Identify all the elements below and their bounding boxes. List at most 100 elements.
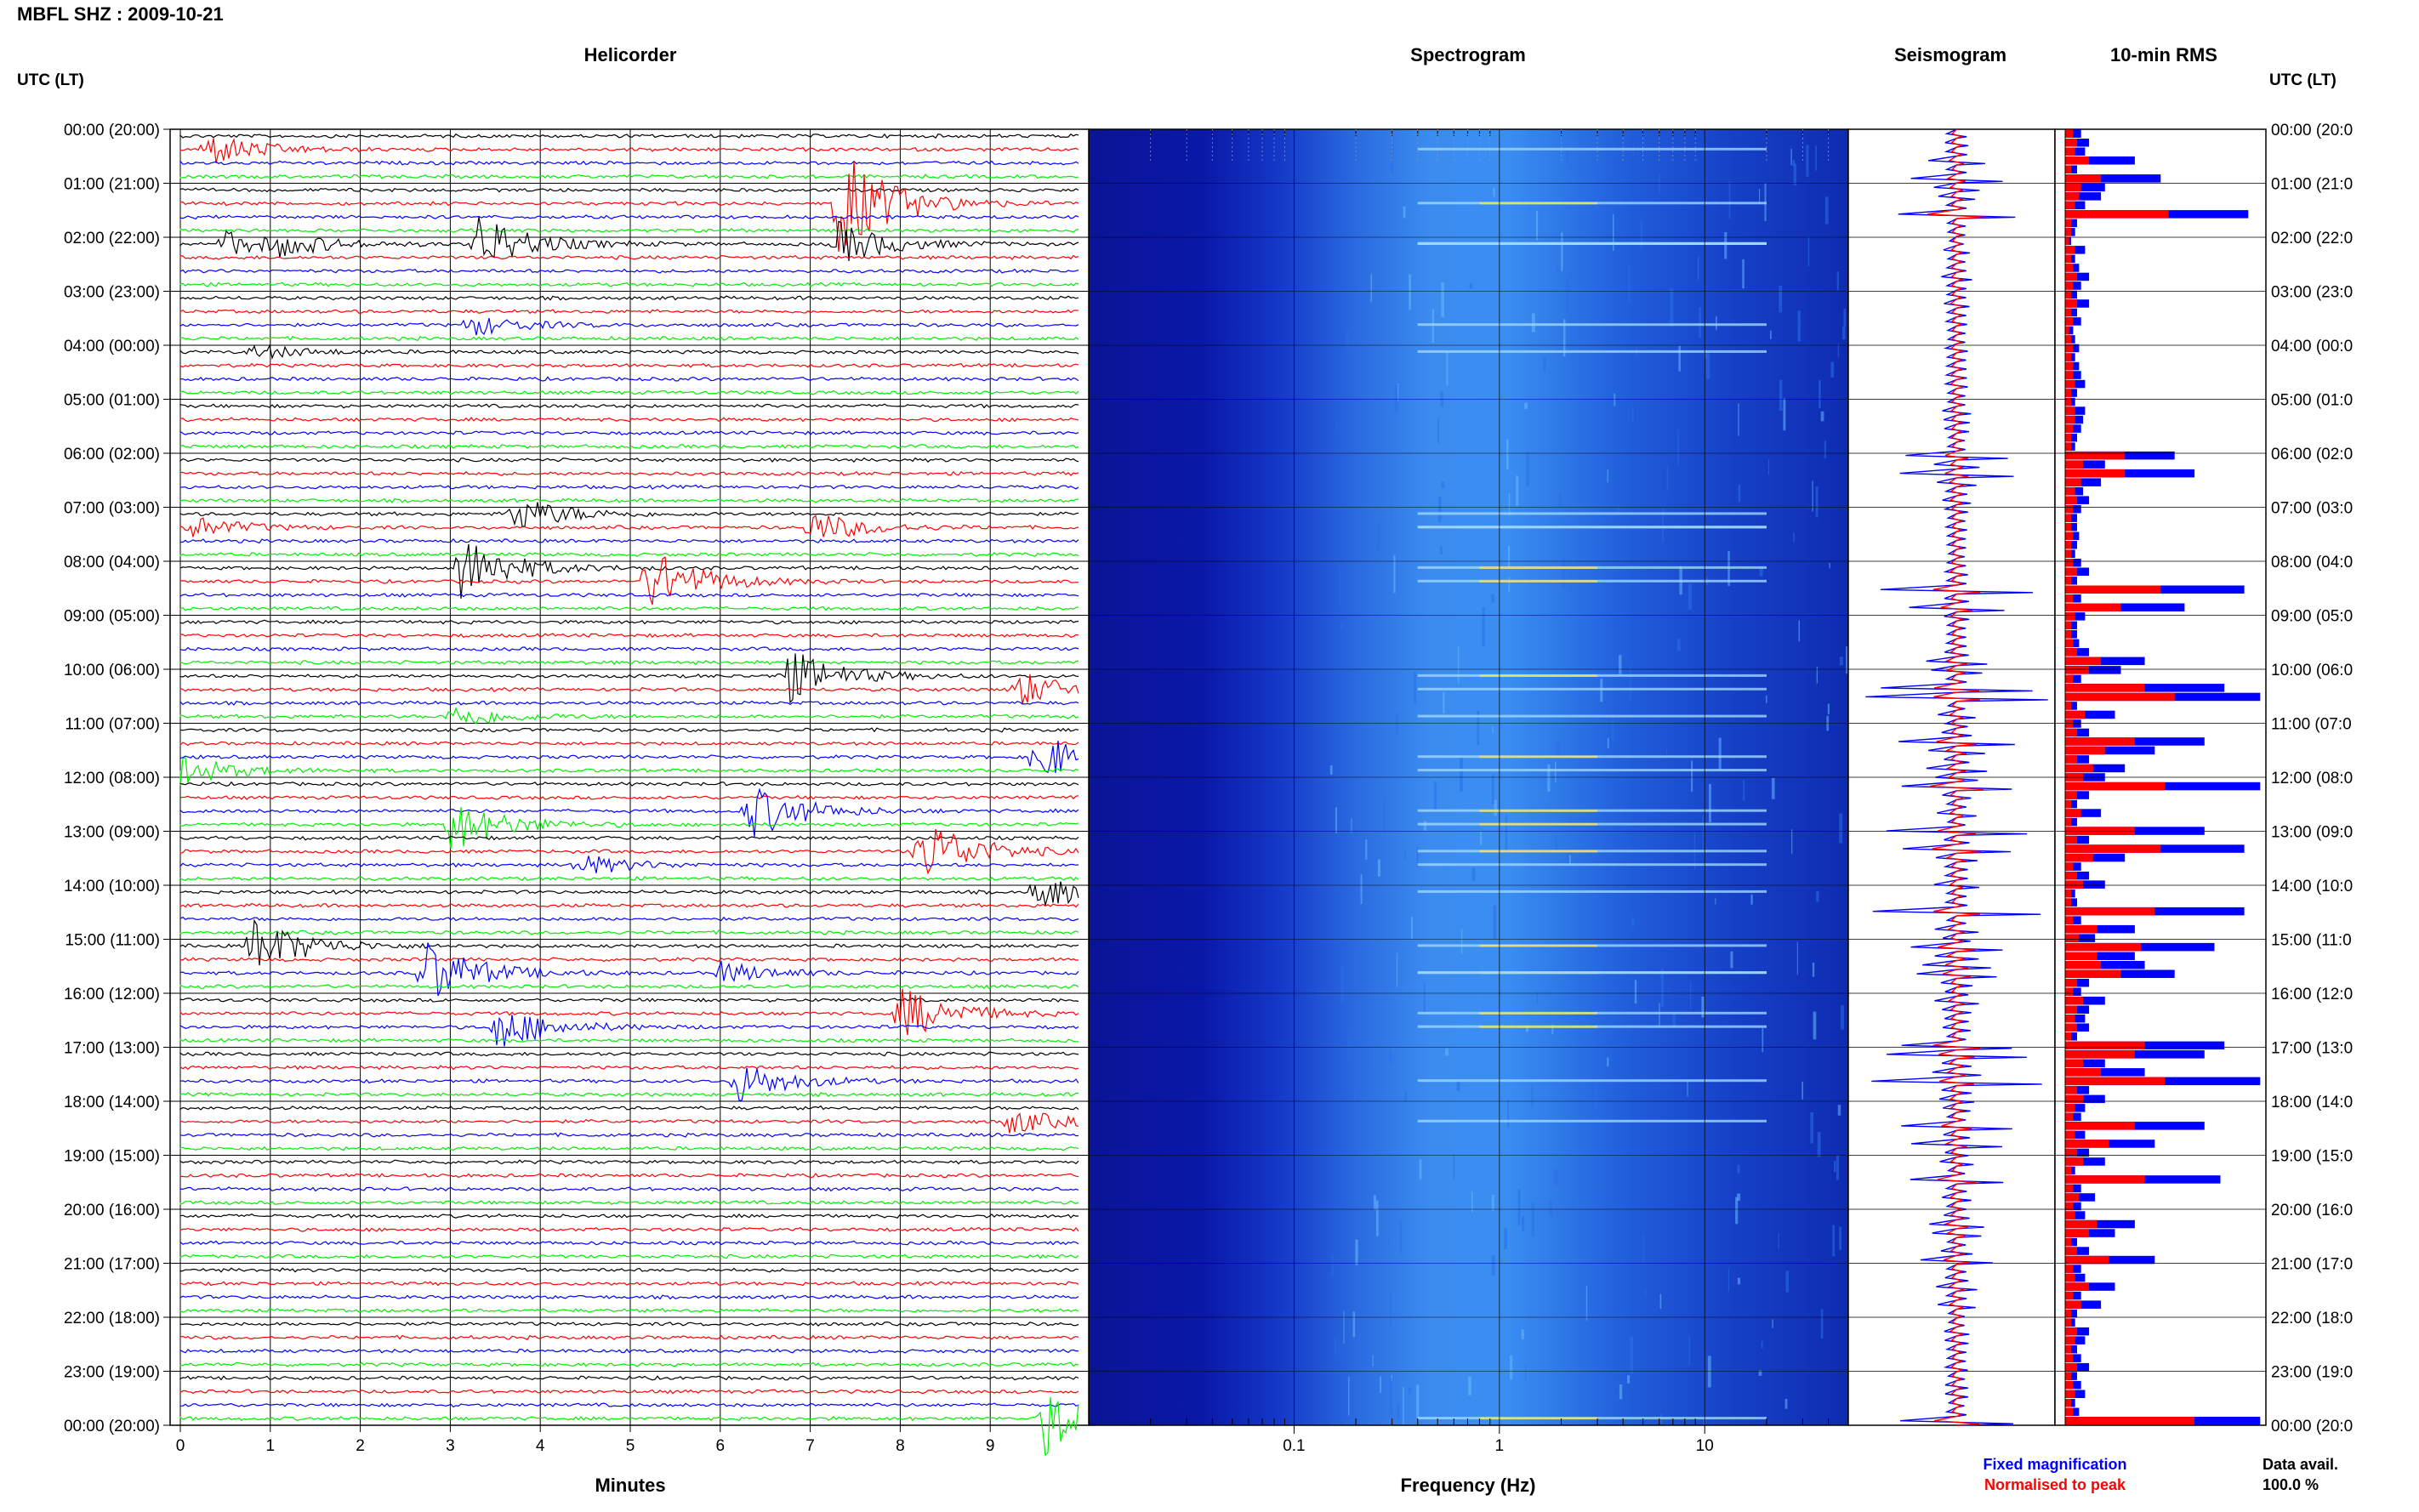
rms-bar-normalised	[2065, 353, 2071, 361]
spectrogram-cell	[1531, 1202, 1534, 1236]
rms-bar-normalised	[2065, 514, 2071, 522]
rms-bar-normalised	[2065, 389, 2071, 397]
spectrogram-cell	[1555, 832, 1557, 850]
rms-bar-fixed	[2065, 1229, 2115, 1237]
spectrogram-cell	[1551, 1024, 1554, 1034]
time-label-right: 18:00 (14:0	[2271, 1094, 2353, 1111]
spectrogram-cell	[1688, 583, 1692, 611]
rms-bar-normalised	[2065, 139, 2077, 147]
rms-bar-fixed	[2065, 835, 2090, 844]
station-code: MBFL SHZ	[17, 3, 111, 25]
time-label-right: 19:00 (15:0	[2271, 1148, 2353, 1166]
rms-bar-fixed	[2065, 791, 2090, 799]
minute-tick-label: 2	[356, 1437, 365, 1455]
time-label-left: 02:00 (22:00)	[64, 230, 160, 247]
rms-bar-fixed	[2065, 1094, 2105, 1104]
rms-bar-fixed	[2065, 567, 2090, 576]
rms-bar-fixed	[2065, 1255, 2155, 1265]
spectrogram-cell	[1521, 1329, 1524, 1340]
spectrogram-cell	[1632, 407, 1634, 423]
spectrogram-cell	[1557, 742, 1561, 758]
spectrogram-cell	[1526, 1025, 1529, 1032]
rms-bar-normalised	[2065, 835, 2077, 844]
spectrogram-cell	[1688, 1335, 1690, 1366]
rms-bar-fixed	[2065, 728, 2090, 737]
rms-bar-normalised	[2065, 290, 2071, 299]
spectrogram-cell	[1836, 271, 1839, 291]
spectrogram-cell	[1391, 500, 1392, 521]
spectrogram-cell	[1766, 695, 1767, 703]
rms-bar-fixed	[2065, 755, 2090, 764]
rms-bar-normalised	[2065, 1265, 2074, 1273]
spectrogram-cell	[1790, 149, 1792, 166]
helicorder-trace	[179, 403, 1079, 409]
rms-bar-normalised	[2065, 174, 2102, 183]
helicorder-trace	[179, 605, 1079, 611]
time-label-left: 00:00 (20:00)	[64, 122, 160, 139]
helicorder-trace	[179, 902, 1079, 908]
spectrogram-cell	[1409, 274, 1411, 310]
minute-tick-label: 8	[896, 1437, 905, 1455]
rms-bar-fixed	[2065, 478, 2102, 486]
rms-bar-normalised	[2065, 827, 2135, 835]
spectrogram-cell	[1389, 1049, 1392, 1065]
spectrogram-cell	[1728, 181, 1731, 219]
helicorder-trace	[179, 1051, 1079, 1057]
helicorder-trace	[179, 1065, 1079, 1071]
spectrogram-cell	[1582, 1306, 1584, 1332]
frequency-tick-label: 1	[1495, 1437, 1505, 1455]
rms-bar-fixed	[2065, 746, 2155, 755]
spectrogram-cell	[1404, 1091, 1408, 1103]
spectrogram-cell	[1397, 1404, 1400, 1419]
rms-bar-normalised	[2065, 612, 2075, 621]
spectrogram-cell	[1772, 1319, 1773, 1328]
spectrogram-cell	[1399, 1219, 1403, 1253]
rms-bar-normalised	[2065, 1344, 2071, 1354]
spectrogram-cell	[1433, 781, 1437, 810]
rms-bar-fixed	[2065, 1068, 2145, 1077]
title-separator: :	[116, 3, 123, 25]
rms-bar-normalised	[2065, 648, 2077, 657]
minute-tick-label: 3	[446, 1437, 455, 1455]
time-label-right: 00:00 (20:0	[2271, 1418, 2353, 1435]
rms-bar-normalised	[2065, 1193, 2080, 1202]
helicorder-trace	[179, 317, 1079, 336]
rms-heading: 10-min RMS	[2110, 44, 2217, 65]
time-label-right: 00:00 (20:0	[2271, 122, 2353, 139]
spectrogram-cell	[1783, 398, 1786, 431]
spectrogram-cell	[1441, 281, 1444, 317]
spectrogram-cell	[1554, 1168, 1558, 1185]
spectrogram-cell	[1517, 1189, 1521, 1226]
spectrogram-texture	[1329, 141, 1848, 1425]
spectrogram-cell	[1355, 950, 1357, 986]
right-axis-header: UTC (LT)	[2269, 71, 2336, 89]
spectrogram-cell	[1491, 594, 1494, 603]
rms-bar-normalised	[2065, 1273, 2075, 1282]
helicorder-trace	[179, 592, 1079, 598]
spectrogram-cell	[1583, 844, 1586, 868]
spectrogram-cell	[1437, 417, 1440, 444]
rms-bar-fixed	[2065, 952, 2135, 960]
helicorder-trace	[179, 344, 1079, 361]
spectrogram-cell	[1784, 1399, 1788, 1409]
spectrogram-cell	[1793, 532, 1795, 543]
helicorder-trace	[179, 1067, 1079, 1102]
rms-bar-normalised	[2065, 460, 2084, 469]
rms-bar-normalised	[2065, 880, 2084, 889]
rms-bar-fixed	[2065, 1148, 2090, 1157]
spectrogram-event-band	[1417, 890, 1767, 893]
time-label-right: 10:00 (06:0	[2271, 662, 2353, 679]
spectrogram-cell	[1813, 1011, 1817, 1040]
rms-bar-normalised	[2065, 379, 2075, 389]
time-label-left: 07:00 (03:00)	[64, 500, 160, 518]
helicorder-trace	[179, 1173, 1079, 1179]
spectrogram-cell	[1677, 429, 1679, 466]
spectrogram-cell	[1806, 145, 1809, 177]
spectrogram-cell	[1352, 1311, 1356, 1338]
helicorder-trace	[179, 1348, 1079, 1354]
rms-bar-fixed	[2065, 1282, 2115, 1291]
rms-bar-normalised	[2065, 1255, 2109, 1265]
spectrogram-cell	[1678, 345, 1681, 372]
spectrogram-event-band	[1417, 242, 1767, 245]
spectrogram-cell	[1491, 1194, 1494, 1211]
